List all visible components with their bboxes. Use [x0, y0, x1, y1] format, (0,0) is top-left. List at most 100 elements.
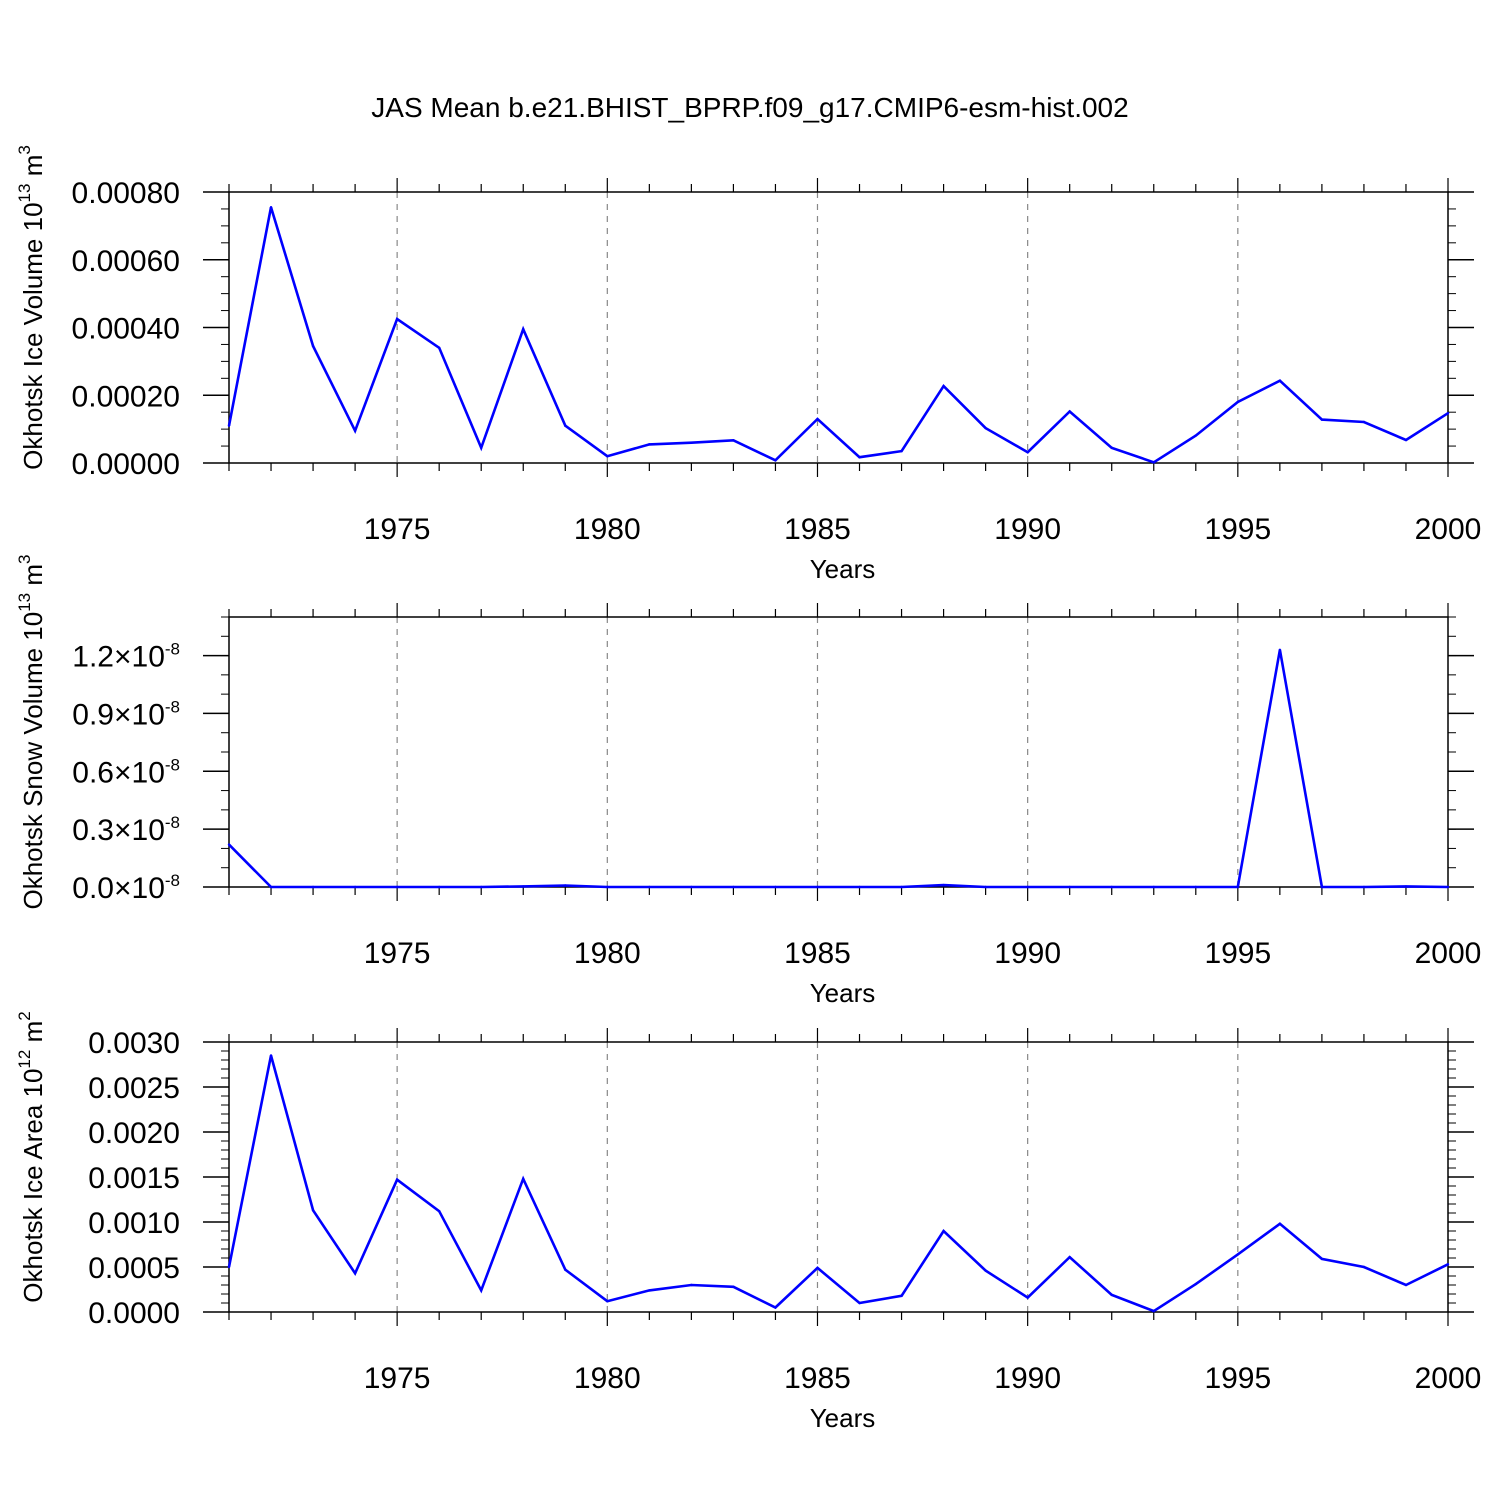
snow-volume-panel: 0.0×10-8 0.3×10-8 0.6×10-8 0.9×10-8 1.2×10-8… — [15, 555, 1481, 1009]
y-tick-label: 0.0030 — [88, 1027, 180, 1060]
data-point — [858, 885, 861, 889]
data-point — [522, 1177, 525, 1181]
x-tick-label: 1990 — [994, 1362, 1061, 1395]
y-axis-label: Okhotsk Ice Area 1012 m2 — [15, 1011, 48, 1302]
data-point — [732, 885, 735, 889]
data-point — [816, 417, 819, 421]
data-point — [1278, 379, 1282, 382]
data-point — [1110, 1293, 1113, 1297]
data-point — [606, 1300, 609, 1303]
data-point — [1362, 420, 1366, 424]
data-point — [942, 384, 945, 388]
figure-title: JAS Mean b.e21.BHIST_BPRP.f09_g17.CMIP6-… — [371, 92, 1128, 123]
data-point — [353, 429, 357, 433]
ice-volume-panel: 0.00000 0.00020 0.00040 0.00060 0.00080 1975 1… — [15, 145, 1481, 584]
data-point — [1026, 885, 1029, 889]
y-tick-label: 0.0×10-8 — [72, 871, 180, 905]
data-point — [732, 1285, 735, 1289]
data-point — [437, 885, 441, 889]
y-tick-label: 0.6×10-8 — [72, 755, 180, 789]
x-tick-label: 1985 — [784, 513, 851, 546]
data-point — [311, 344, 315, 348]
series-line — [228, 649, 1449, 889]
y-tick-label: 0.0000 — [88, 1297, 180, 1330]
data-point — [437, 1210, 441, 1213]
data-point — [690, 1283, 693, 1287]
data-point — [480, 885, 483, 889]
data-point — [1320, 885, 1324, 889]
y-tick-label: 0.3×10-8 — [72, 813, 180, 847]
data-point — [522, 885, 525, 888]
data-point — [1404, 1283, 1408, 1287]
data-point — [1152, 1309, 1155, 1313]
x-tick-label: 1990 — [994, 937, 1061, 970]
series-line — [227, 1055, 1449, 1313]
y-tick-label: 0.0015 — [88, 1162, 180, 1195]
data-point — [395, 885, 399, 889]
data-point — [816, 885, 819, 889]
data-point — [648, 1289, 651, 1292]
y-tick-label: 0.00040 — [72, 313, 180, 346]
x-tick-label: 1995 — [1204, 513, 1271, 546]
data-point — [522, 327, 525, 331]
data-point — [1194, 434, 1197, 437]
data-point — [269, 1054, 273, 1057]
data-point — [1068, 1255, 1071, 1259]
data-point — [900, 1294, 903, 1298]
data-point — [395, 1178, 399, 1181]
y-tick-label: 0.9×10-8 — [72, 697, 180, 731]
data-point — [395, 317, 399, 321]
data-point — [1236, 885, 1240, 889]
data-point — [1068, 410, 1071, 413]
x-tick-label: 2000 — [1415, 937, 1482, 970]
data-point — [1446, 885, 1450, 889]
data-point — [564, 1268, 567, 1271]
ice-area-panel: 0.0000 0.0005 0.0010 0.0015 0.0020 0.0025 0.00… — [15, 1011, 1481, 1433]
data-point — [690, 885, 693, 889]
data-point — [606, 885, 609, 889]
y-tick-label: 0.0010 — [88, 1207, 180, 1240]
data-point — [1362, 1265, 1366, 1269]
data-point — [1026, 450, 1029, 454]
data-point — [774, 1306, 777, 1309]
data-point — [984, 426, 987, 430]
data-point — [1446, 412, 1450, 415]
y-tick-label: 0.0025 — [88, 1072, 180, 1105]
data-point — [480, 1289, 483, 1292]
data-point — [1152, 885, 1155, 889]
data-point — [900, 449, 903, 453]
data-point — [774, 885, 777, 889]
data-point — [269, 206, 273, 209]
x-tick-label: 1975 — [364, 937, 431, 970]
x-tick-label: 1985 — [784, 937, 851, 970]
data-point — [437, 346, 441, 350]
data-point — [353, 885, 357, 889]
data-point — [1236, 1253, 1240, 1256]
plot-frame — [228, 616, 1449, 888]
x-axis-label: Years — [810, 554, 876, 584]
x-tick-label: 1995 — [1204, 937, 1271, 970]
data-point — [900, 885, 903, 889]
series-line — [227, 206, 1449, 464]
y-tick-label: 1.2×10-8 — [72, 640, 180, 674]
data-point — [564, 424, 567, 427]
data-point — [984, 1269, 987, 1272]
x-tick-label: 1975 — [364, 1362, 431, 1395]
data-point — [1446, 1263, 1450, 1266]
data-point — [816, 1266, 819, 1270]
data-point — [1404, 885, 1408, 888]
data-point — [732, 439, 735, 442]
x-tick-label: 1980 — [574, 1362, 641, 1395]
data-point — [858, 456, 861, 459]
data-point — [1194, 1282, 1197, 1286]
data-point — [227, 1265, 231, 1269]
data-point — [1278, 648, 1282, 651]
data-point — [1278, 1222, 1282, 1226]
data-point — [311, 885, 315, 889]
data-point — [564, 884, 567, 887]
y-tick-label: 0.00000 — [72, 448, 180, 481]
data-point — [1236, 400, 1240, 404]
data-point — [1194, 885, 1197, 889]
data-point — [648, 443, 651, 446]
